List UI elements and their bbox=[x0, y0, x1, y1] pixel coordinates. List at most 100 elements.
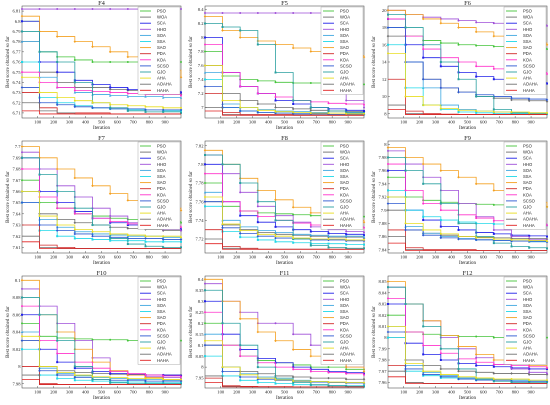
series-point-pso bbox=[327, 366, 330, 369]
series-point-aha bbox=[221, 99, 224, 102]
y-tick-label: 7 bbox=[201, 105, 204, 110]
series-point-hho bbox=[109, 8, 112, 11]
series-point-sca bbox=[56, 71, 59, 74]
legend-box bbox=[503, 276, 547, 365]
legend-entry-aoaha: AOAHA bbox=[340, 217, 355, 222]
series-point-gjo bbox=[56, 190, 59, 193]
series-point-ssa bbox=[292, 383, 295, 386]
legend-entry-sca: SCA bbox=[523, 291, 532, 296]
series-point-koa bbox=[204, 43, 206, 46]
legend-entry-sao: SAO bbox=[340, 180, 350, 185]
series-point-aha bbox=[292, 237, 295, 240]
series-point-aha bbox=[38, 91, 41, 94]
series-point-aha bbox=[73, 99, 76, 102]
series-point-sca bbox=[309, 230, 312, 233]
y-tick-label: 7.7 bbox=[15, 144, 21, 149]
series-point-koa bbox=[109, 370, 112, 373]
chart-title: F11 bbox=[280, 270, 290, 277]
y-tick-label: 7.4 bbox=[198, 77, 204, 82]
series-point-aha bbox=[457, 375, 460, 378]
x-axis-label: Iteration bbox=[93, 261, 110, 266]
series-point-aha bbox=[422, 104, 425, 107]
y-tick-label: 6.8 bbox=[15, 19, 21, 24]
series-point-scso bbox=[144, 379, 147, 383]
series-point-gjo bbox=[363, 385, 365, 388]
series-point-aha bbox=[239, 229, 242, 232]
y-tick-label: 6.73 bbox=[12, 90, 21, 95]
chart-svg: F9 7.84 7.86 7.88 7.9 7.92 7.94 7.96 7.98 8 100 200… bbox=[372, 135, 549, 266]
y-tick-label: 8.1 bbox=[15, 278, 21, 283]
series-point-gjo bbox=[439, 347, 442, 350]
x-tick-label: 600 bbox=[297, 390, 305, 395]
series-point-gjo bbox=[475, 95, 478, 98]
series-point-sao bbox=[20, 279, 24, 282]
series-point-pso bbox=[21, 179, 23, 182]
series-point-gjo bbox=[126, 243, 129, 246]
series-point-hho bbox=[363, 231, 365, 234]
series-line-aha bbox=[22, 191, 182, 238]
series-point-sao bbox=[203, 277, 207, 281]
legend-entry-sca: SCA bbox=[523, 156, 532, 161]
x-tick-label: 700 bbox=[130, 390, 138, 395]
legend-entry-woa: WOA bbox=[523, 150, 533, 155]
series-point-sca bbox=[492, 365, 495, 368]
series-point-woa bbox=[510, 372, 513, 375]
series-point-gjo bbox=[91, 378, 94, 381]
x-tick-label: 900 bbox=[528, 120, 536, 125]
series-point-gjo bbox=[492, 242, 495, 245]
x-tick-label: 600 bbox=[114, 120, 122, 125]
chart-panel-7: F10 7.98 8 8.02 8.04 8.06 8.08 8.1 100 200 300 400 5… bbox=[2, 270, 185, 405]
legend-entry-pda: PDA bbox=[523, 51, 532, 56]
series-point-sca bbox=[274, 99, 277, 102]
series-point-aha bbox=[180, 106, 182, 109]
series-point-aha bbox=[422, 228, 425, 231]
series-point-gjo bbox=[109, 381, 112, 384]
series-point-aha bbox=[162, 235, 165, 238]
series-point-aha bbox=[528, 379, 531, 382]
y-tick-label: 7.95 bbox=[195, 376, 204, 381]
series-point-sca bbox=[475, 364, 478, 367]
series-point-sao bbox=[457, 26, 460, 29]
chart-panel-8: F11 7.95 8 8.05 8.1 8.15 8.2 8.25 8.3 8.35 8.4 100 2… bbox=[185, 270, 368, 405]
series-point-gjo bbox=[144, 110, 147, 113]
series-point-gjo bbox=[91, 224, 94, 226]
legend-entry-haha: HAHA bbox=[340, 358, 352, 363]
series-point-koa bbox=[422, 344, 425, 347]
series-point-gjo bbox=[73, 365, 76, 368]
y-tick-label: 6.75 bbox=[12, 70, 21, 75]
series-point-koa bbox=[492, 219, 495, 222]
series-line-haha bbox=[205, 110, 364, 116]
chart-svg: F12 7.96 7.97 7.98 7.99 8 8.01 8.02 8.03 8.04 8.05… bbox=[372, 270, 549, 401]
series-point-ssa bbox=[274, 382, 277, 385]
y-tick-label: 16 bbox=[382, 42, 387, 47]
series-point-koa bbox=[363, 103, 365, 106]
series-point-gjo bbox=[457, 78, 460, 81]
legend-entry-aha: AHA bbox=[523, 211, 532, 216]
x-tick-label: 500 bbox=[464, 120, 472, 125]
series-point-sao bbox=[55, 167, 59, 171]
legend-entry-sao: SAO bbox=[340, 45, 350, 50]
series-point-sca bbox=[546, 82, 548, 85]
series-point-gjo bbox=[162, 382, 165, 385]
series-point-gjo bbox=[109, 106, 112, 109]
series-point-koa bbox=[204, 311, 206, 314]
series-point-sca bbox=[345, 233, 348, 236]
series-point-ssa bbox=[387, 43, 389, 46]
series-point-scso bbox=[203, 85, 207, 88]
x-axis-label: Iteration bbox=[93, 126, 110, 131]
series-point-ssa bbox=[387, 189, 389, 192]
y-tick-label: 8 bbox=[201, 365, 204, 370]
series-point-woa bbox=[161, 229, 165, 232]
legend-entry-soa: SOA bbox=[523, 303, 532, 308]
y-axis-label: Best score obtained so far bbox=[372, 171, 377, 223]
series-point-aha bbox=[510, 110, 513, 113]
series-point-scso bbox=[91, 106, 94, 110]
series-point-aha bbox=[404, 222, 407, 225]
legend-entry-pda: PDA bbox=[157, 321, 166, 326]
chart-panel-6: F9 7.84 7.86 7.88 7.9 7.92 7.94 7.96 7.98 8 100 200… bbox=[368, 135, 550, 270]
legend-entry-hho: HHO bbox=[523, 162, 533, 167]
series-point-sca bbox=[292, 103, 295, 105]
series-point-sao bbox=[179, 209, 183, 212]
y-axis-label: Best score obtained so far bbox=[6, 306, 11, 358]
series-point-sca bbox=[180, 91, 182, 94]
